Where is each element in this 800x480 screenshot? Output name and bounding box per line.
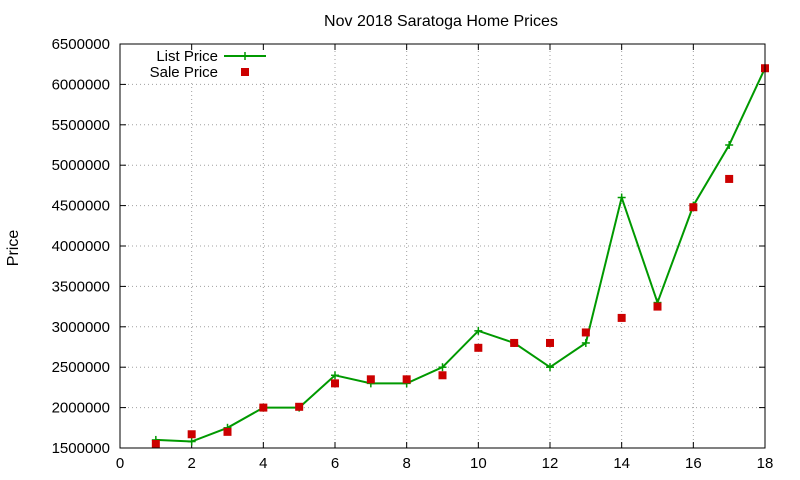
legend-point-swatch (241, 68, 249, 76)
y-axis-label: Price (5, 230, 22, 267)
series-1 (151, 64, 769, 448)
plot-frame (119, 43, 766, 449)
legend-point-swatch (241, 52, 249, 60)
x-tick-label: 12 (542, 455, 559, 472)
list-price-point (617, 193, 626, 202)
list-price-point (546, 363, 554, 372)
sale-price-point (725, 174, 734, 183)
sale-price-point (617, 313, 626, 322)
y-tick-label: 5500000 (52, 117, 110, 134)
sale-price-point (402, 375, 411, 384)
sale-price-point (653, 302, 662, 311)
x-tick-label: 16 (685, 455, 702, 472)
sale-price-point (295, 402, 304, 411)
x-tick-label: 6 (331, 455, 339, 472)
sale-price-point (223, 427, 232, 436)
x-tick-label: 8 (402, 455, 410, 472)
legend-label: Sale Price (150, 64, 218, 81)
series-0 (151, 64, 769, 446)
sale-price-point (151, 439, 160, 448)
x-tick-label: 18 (757, 455, 774, 472)
list-price-point (438, 363, 447, 372)
sale-price-point (438, 371, 447, 380)
legend-label: List Price (156, 48, 218, 65)
x-tick-label: 2 (187, 455, 195, 472)
y-tick-label: 2500000 (52, 359, 110, 376)
y-tick-label: 2000000 (52, 400, 110, 417)
x-tick-label: 0 (116, 455, 124, 472)
list-price-point (581, 338, 590, 347)
sale-price-point (510, 338, 519, 347)
y-tick-label: 3000000 (52, 319, 110, 336)
sale-price-point (187, 430, 196, 439)
x-tick-label: 14 (613, 455, 630, 472)
series-layer (151, 64, 769, 448)
y-tick-label: 4500000 (52, 198, 110, 215)
sale-price-point (581, 328, 590, 337)
y-tick-label: 5000000 (52, 157, 110, 174)
sale-price-point (474, 343, 483, 352)
sale-price-point (259, 403, 268, 412)
y-tick-label: 1500000 (52, 440, 110, 457)
sale-price-point (546, 338, 554, 347)
axis-ticks: 0 2 4 6 8 10 12 14 16 18 1500000 2000000 2500000 3000… (52, 36, 774, 472)
x-tick-label: 10 (470, 455, 487, 472)
list-price-line (155, 67, 766, 443)
list-price-point (725, 141, 734, 149)
y-tick-label: 6500000 (52, 36, 110, 53)
sale-price-point (331, 379, 339, 388)
list-price-point (474, 326, 483, 335)
list-price-point (331, 371, 339, 380)
y-tick-label: 6000000 (52, 76, 110, 93)
list-price-point (187, 437, 196, 446)
gridlines (120, 44, 765, 448)
x-tick-label: 4 (259, 455, 267, 472)
chart-title: Nov 2018 Saratoga Home Prices (324, 13, 558, 30)
y-tick-label: 4000000 (52, 238, 110, 255)
sale-price-point (366, 375, 375, 384)
y-tick-label: 3500000 (52, 278, 110, 295)
sale-price-point (689, 203, 698, 212)
